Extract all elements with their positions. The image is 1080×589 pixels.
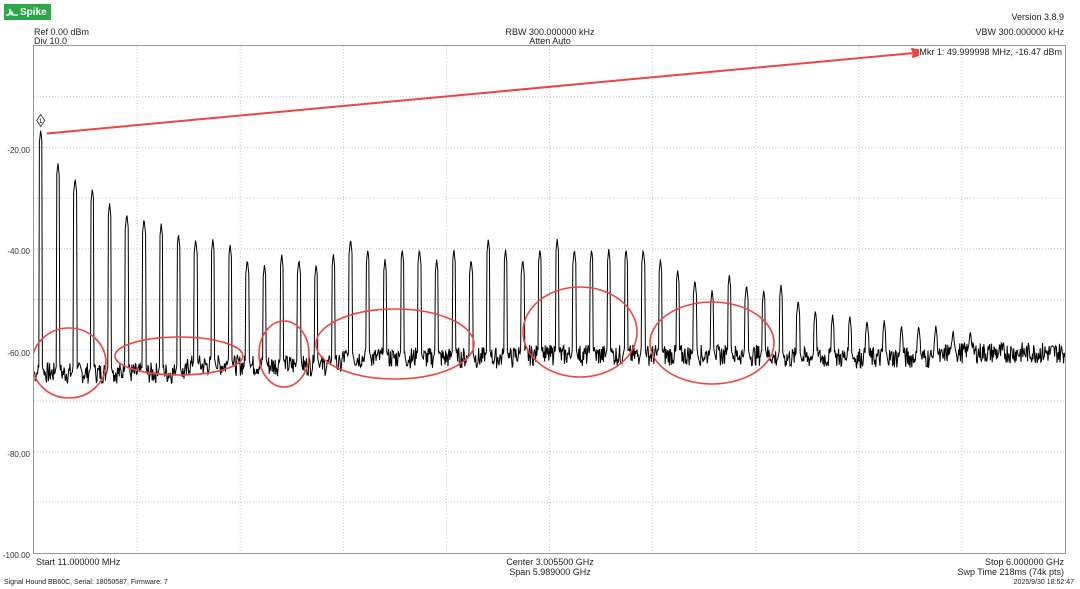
annotation-ellipse [522, 286, 638, 378]
ref-level: Ref 0.00 dBm [34, 27, 90, 37]
spike-logo: Spike [4, 4, 51, 20]
marker-diamond-icon [36, 113, 46, 128]
span-label: Span 5.989000 GHz [509, 567, 591, 577]
annotation-ellipse [114, 336, 244, 376]
spectrum-plot[interactable]: 1 Mkr 1: 49.999998 MHz, -16.47 dBm [33, 45, 1066, 554]
atten-label: Atten Auto [529, 36, 571, 46]
annotation-ellipse [258, 320, 310, 388]
annotations-layer: 1 [34, 48, 927, 399]
vbw-label: VBW 300.000000 kHz [975, 27, 1064, 37]
spectrum-trace [34, 130, 1065, 385]
annotation-arrow [46, 48, 927, 135]
y-tick-label: -20.00 [7, 146, 30, 155]
y-tick-label: -100.00 [2, 551, 30, 560]
marker-readout: Mkr 1: 49.999998 MHz, -16.47 dBm [919, 47, 1062, 57]
sweep-time: Swp Time 218ms (74k pts) [957, 567, 1064, 577]
gridlines [34, 46, 1065, 553]
rbw-label: RBW 300.000000 kHz [505, 27, 595, 37]
y-tick-label: -40.00 [7, 247, 30, 256]
version-label: Version 3.8.9 [1011, 12, 1064, 22]
app-name: Spike [20, 6, 47, 18]
annotation-ellipse [649, 301, 775, 385]
start-frequency: Start 11.000000 MHz [36, 557, 121, 567]
y-tick-label: -60.00 [7, 349, 30, 358]
y-tick-label: -80.00 [7, 450, 30, 459]
div-scale: Div 10.0 [34, 36, 68, 46]
device-info: Signal Hound BB60C, Serial: 18050587, Fi… [4, 579, 168, 586]
spike-waveform-icon [6, 8, 18, 16]
center-frequency: Center 3.005500 GHz [506, 557, 594, 567]
annotation-ellipse [315, 308, 475, 380]
marker-number: 1 [39, 119, 43, 125]
stop-frequency: Stop 6.000000 GHz [984, 557, 1064, 567]
spectrum-svg: 1 [34, 46, 1065, 553]
timestamp: 2025/9/30 18:52:47 [1013, 579, 1074, 586]
annotation-ellipse [34, 327, 107, 399]
